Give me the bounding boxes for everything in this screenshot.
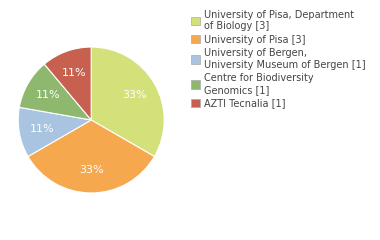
Text: 11%: 11%: [36, 90, 60, 100]
Text: 11%: 11%: [30, 124, 55, 134]
Wedge shape: [28, 120, 154, 193]
Wedge shape: [91, 47, 164, 156]
Wedge shape: [44, 47, 91, 120]
Text: 33%: 33%: [79, 165, 103, 175]
Wedge shape: [18, 107, 91, 156]
Text: 11%: 11%: [62, 68, 87, 78]
Wedge shape: [19, 64, 91, 120]
Text: 33%: 33%: [122, 90, 146, 100]
Legend: University of Pisa, Department
of Biology [3], University of Pisa [3], Universit: University of Pisa, Department of Biolog…: [191, 10, 365, 108]
